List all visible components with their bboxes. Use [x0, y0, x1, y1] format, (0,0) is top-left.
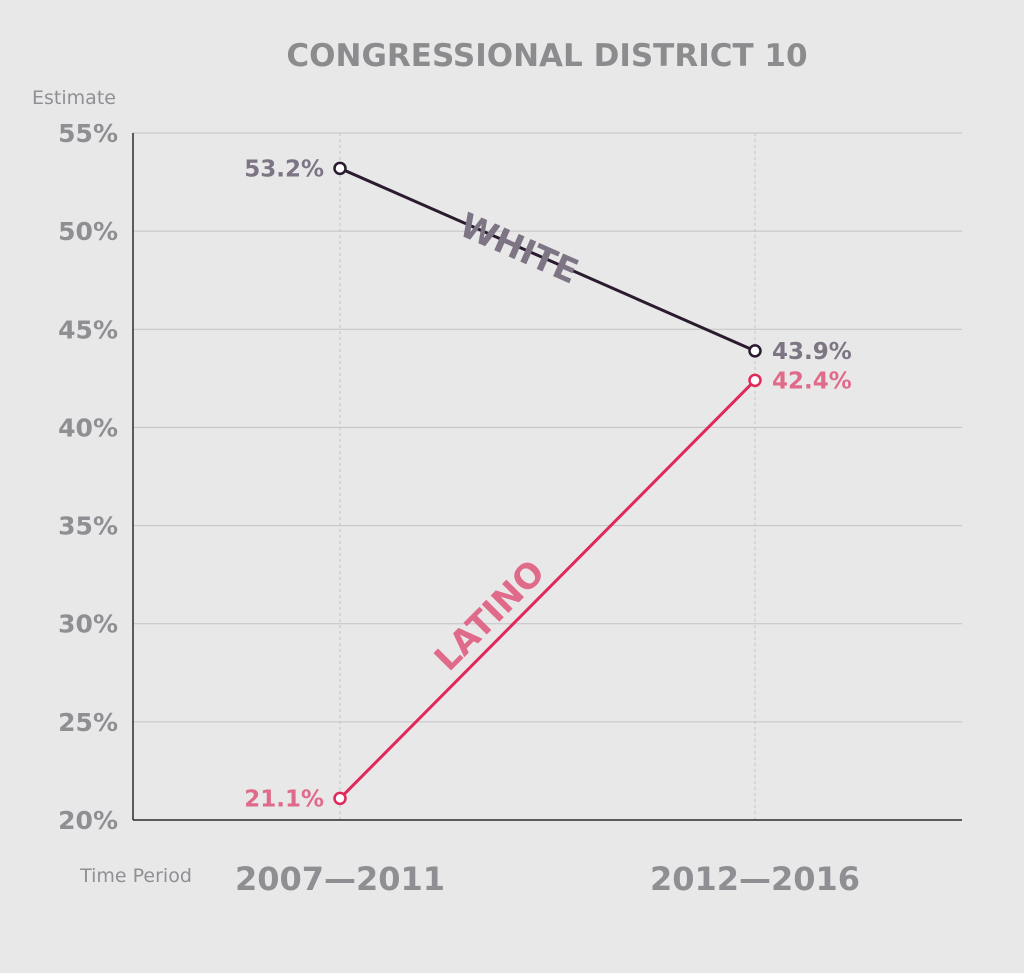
y-tick-label: 20% [58, 806, 118, 835]
series-line-white [338, 166, 757, 353]
y-axis-label: Estimate [32, 87, 116, 109]
data-point-white-0 [333, 161, 347, 176]
gridlines [133, 132, 962, 820]
y-tick-label: 50% [58, 217, 118, 246]
labels: 20% 25% 30% 35% 40% 45% 50% 55% 2007—2011 2012—20… [58, 119, 860, 898]
series-line-latino [338, 378, 757, 800]
data-label-latino-1: 42.4% [772, 368, 852, 394]
x-tick-label: 2012—2016 [650, 860, 860, 898]
chart-title: CONGRESSIONAL DISTRICT 10 [286, 38, 807, 74]
data-point-latino-0 [333, 791, 347, 806]
y-tick-label: 45% [58, 315, 118, 344]
data-label-white-0: 53.2% [244, 156, 324, 182]
data-point-latino-1 [748, 373, 762, 388]
axes [132, 133, 962, 821]
data-point-white-1 [748, 344, 762, 358]
y-tick-label: 35% [58, 512, 118, 541]
y-tick-label: 55% [58, 119, 118, 148]
series-name-white: WHITE [453, 205, 584, 292]
x-axis-label: Time Period [79, 865, 192, 887]
data-label-latino-0: 21.1% [244, 786, 324, 812]
y-tick-label: 30% [58, 610, 118, 639]
x-tick-label: 2007—2011 [235, 860, 445, 898]
data-label-white-1: 43.9% [772, 339, 852, 365]
series [333, 161, 762, 806]
y-tick-label: 25% [58, 708, 118, 737]
y-tick-label: 40% [58, 413, 118, 442]
series-name-latino: LATINO [427, 553, 553, 680]
